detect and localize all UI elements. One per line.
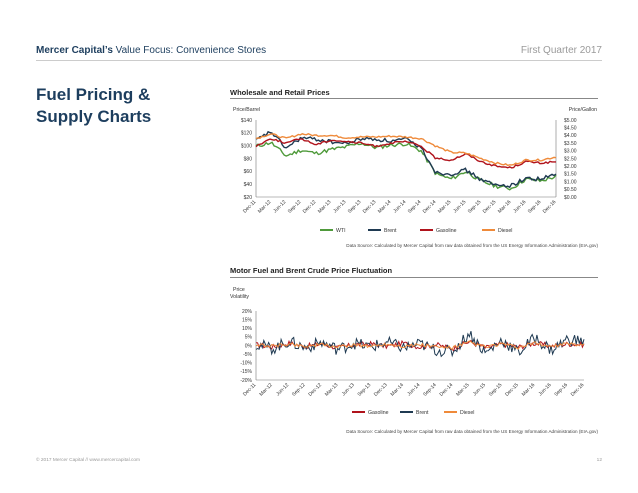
header-brand: Mercer Capital’s: [36, 45, 113, 56]
chart1-y2tick: $1.50: [564, 172, 577, 178]
chart1-series-gasoline: [255, 138, 556, 169]
chart1-y2tick: $0.00: [564, 195, 577, 201]
chart1-y2tick: $2.00: [564, 164, 577, 170]
chart2-ytick: -15%: [240, 369, 252, 375]
chart2-ytick: -10%: [240, 361, 252, 367]
chart2-legend-label-diesel: Diesel: [460, 410, 474, 416]
chart1-y2tick: $2.50: [564, 156, 577, 162]
chart1-y2tick: $1.00: [564, 179, 577, 185]
chart2-series-diesel: [255, 340, 585, 351]
chart2-xtick: Sep-15: [488, 382, 504, 398]
chart2-xtick: Jun-14: [406, 382, 421, 397]
header-divider: [36, 60, 602, 61]
chart1-ylabel: Price/Barrel: [233, 107, 260, 113]
chart2-legend-label-gasoline: Gasoline: [368, 410, 389, 416]
chart1-ytick: $40: [244, 182, 253, 188]
chart2-ytick: -5%: [243, 352, 252, 358]
chart1-title: Wholesale and Retail Prices: [230, 88, 330, 97]
chart1-ytick: $140: [241, 118, 252, 124]
chart2-ytick: 5%: [245, 335, 253, 341]
chart1-ytick: $80: [244, 156, 253, 162]
chart2-xtick: Jun-16: [538, 382, 553, 397]
chart1-ytick: $120: [241, 131, 252, 137]
chart1-source: Data Source: Calculated by Mercer Capita…: [346, 243, 598, 248]
chart1-y2tick: $4.00: [564, 133, 577, 139]
footer-copyright: © 2017 Mercer Capital // www.mercercapit…: [36, 458, 141, 463]
chart1-ytick: $100: [241, 143, 252, 149]
chart2-series-brent: [255, 331, 585, 358]
chart2-source: Data Source: Calculated by Mercer Capita…: [346, 429, 598, 434]
chart2-xtick: Mar-13: [324, 382, 340, 398]
chart2-title: Motor Fuel and Brent Crude Price Fluctua…: [230, 266, 393, 275]
header-period: First Quarter 2017: [520, 45, 602, 56]
chart1-y2tick: $3.50: [564, 141, 577, 147]
chart2-xtick: Mar-12: [258, 382, 274, 398]
chart2-divider: [230, 277, 598, 278]
chart1-legend-label-gasoline: Gasoline: [436, 228, 457, 234]
chart2-xtick: Sep-13: [357, 382, 373, 398]
chart2-xtick: Mar-16: [521, 382, 537, 398]
chart2-ytick: 10%: [242, 326, 253, 332]
section-title: Fuel Pricing & Supply Charts: [36, 85, 152, 126]
chart1-ytick: $60: [244, 169, 253, 175]
chart2-xtick: Dec-14: [439, 382, 455, 398]
chart1-y2tick: $0.50: [564, 187, 577, 193]
chart2-xtick: Dec-15: [504, 382, 520, 398]
chart1-ytick: $20: [244, 195, 253, 201]
chart2-xtick: Dec-16: [570, 382, 586, 398]
chart1-legend-label-brent: Brent: [384, 228, 397, 234]
chart1-divider: [230, 98, 598, 99]
header-subtitle: Value Focus: Convenience Stores: [115, 45, 267, 56]
chart2-xtick: Sep-12: [291, 382, 307, 398]
chart2-ytick: 0%: [245, 343, 253, 349]
chart1-y2tick: $4.50: [564, 126, 577, 132]
chart1-legend-label-diesel: Diesel: [498, 228, 512, 234]
chart1-y2label: Price/Gallon: [569, 107, 597, 113]
chart1-y2tick: $3.00: [564, 149, 577, 155]
chart2-ylabel-line2: Volatility: [230, 294, 249, 300]
chart2-xtick: Jun-15: [472, 382, 487, 397]
footer-page: 12: [596, 458, 602, 463]
chart2-xtick: Sep-14: [422, 382, 438, 398]
chart2-xtick: Jun-13: [341, 382, 356, 397]
chart2-ytick: 20%: [242, 309, 253, 315]
chart2-ylabel-line1: Price: [233, 287, 245, 293]
chart1-series-diesel: [255, 133, 557, 167]
chart2-xtick: Jun-12: [275, 382, 290, 397]
chart2-xtick: Mar-15: [455, 382, 471, 398]
chart2-xtick: Dec-13: [373, 382, 389, 398]
header-title: Mercer Capital’s Value Focus: Convenienc…: [36, 45, 266, 56]
chart2-xtick: Mar-14: [390, 382, 406, 398]
chart2-xtick: Sep-16: [553, 382, 569, 398]
chart2-ytick: 15%: [242, 317, 253, 323]
chart2-legend-label-brent: Brent: [416, 410, 429, 416]
chart1-legend-label-wti: WTI: [336, 228, 346, 234]
chart2-ytick: -20%: [240, 378, 252, 384]
chart2-xtick: Dec-12: [307, 382, 323, 398]
chart2-xtick: Dec-11: [242, 382, 258, 398]
chart1-y2tick: $5.00: [564, 118, 577, 124]
